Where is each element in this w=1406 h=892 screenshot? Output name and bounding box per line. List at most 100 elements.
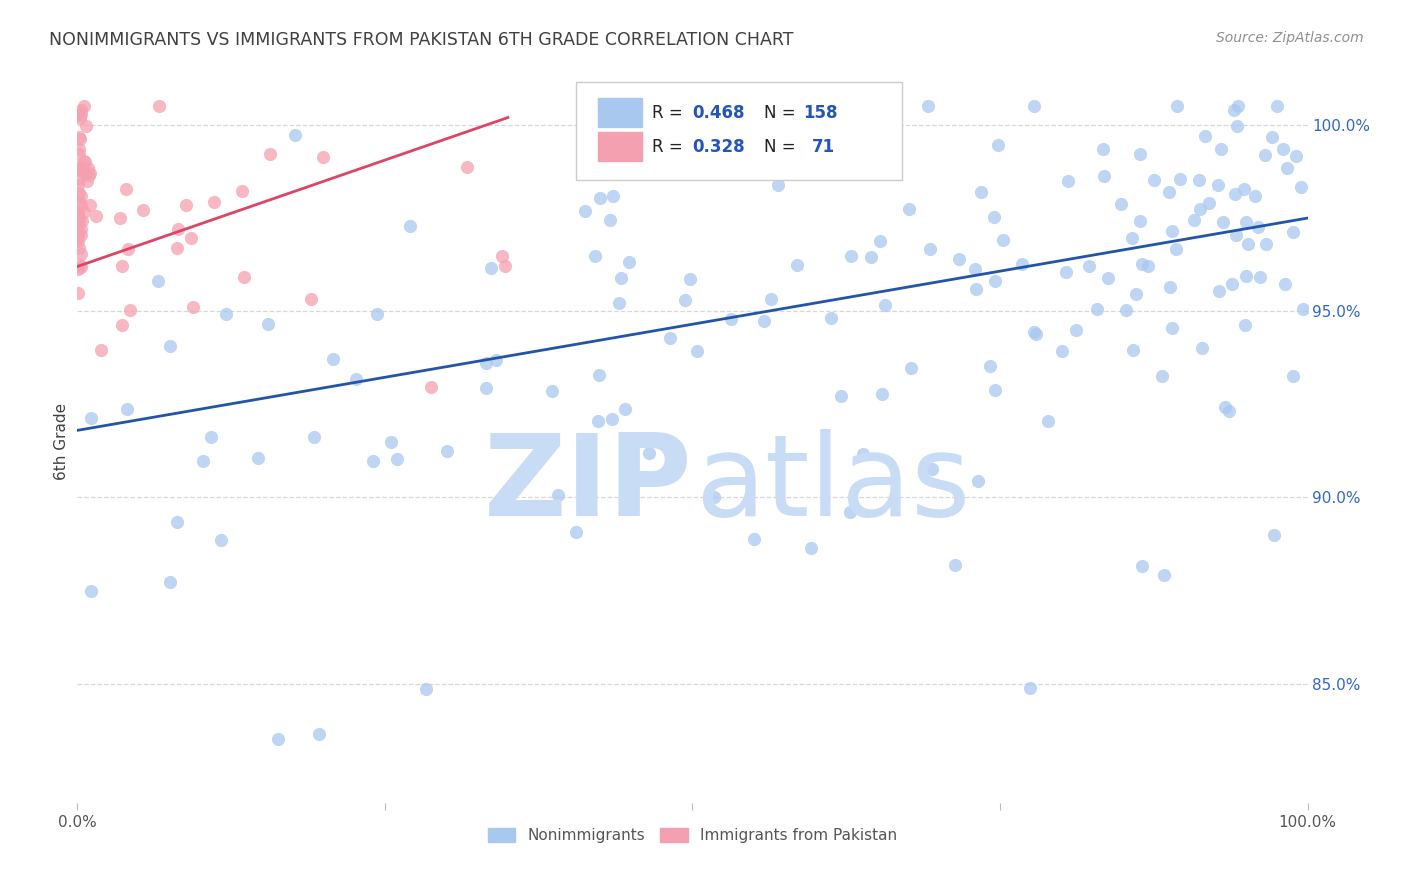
Point <box>1223 103 1246 118</box>
Point <box>267 732 290 747</box>
Point <box>1011 257 1033 271</box>
Point <box>984 275 1007 289</box>
Point <box>586 414 609 428</box>
Point <box>588 191 610 205</box>
Point <box>311 150 333 164</box>
Text: 71: 71 <box>811 137 835 156</box>
Point <box>1036 414 1059 428</box>
Point <box>637 446 659 460</box>
Point <box>1226 120 1249 134</box>
Point <box>67 146 90 161</box>
Point <box>1237 236 1260 251</box>
Point <box>839 505 862 519</box>
Point <box>1115 303 1137 318</box>
Point <box>67 208 90 222</box>
Point <box>118 302 141 317</box>
Point <box>1275 161 1298 175</box>
Point <box>69 222 91 236</box>
FancyBboxPatch shape <box>598 98 643 128</box>
Point <box>69 198 91 212</box>
Point <box>76 174 98 188</box>
Point <box>69 260 91 275</box>
Point <box>1018 681 1040 695</box>
Point <box>1024 99 1046 113</box>
Point <box>786 258 808 272</box>
Point <box>200 430 222 444</box>
Point <box>1212 214 1234 228</box>
Point <box>970 185 993 199</box>
Point <box>1285 149 1308 163</box>
Text: R =: R = <box>652 103 688 122</box>
Point <box>658 331 681 345</box>
Point <box>75 119 97 133</box>
Point <box>181 300 204 314</box>
Point <box>380 434 402 449</box>
Point <box>67 129 90 144</box>
Point <box>77 161 100 175</box>
Point <box>361 454 384 468</box>
Point <box>69 111 91 125</box>
Point <box>617 255 640 269</box>
Point <box>491 249 513 263</box>
Point <box>231 185 253 199</box>
Point <box>588 368 610 382</box>
Point <box>70 103 93 117</box>
Point <box>1153 567 1175 582</box>
Point <box>1256 236 1278 251</box>
Point <box>1057 174 1080 188</box>
Point <box>720 312 742 326</box>
Point <box>1227 99 1250 113</box>
Point <box>67 218 90 232</box>
Text: 0.328: 0.328 <box>693 137 745 156</box>
Point <box>898 202 921 217</box>
Point <box>607 296 630 310</box>
Point <box>1233 318 1256 332</box>
Point <box>943 558 966 572</box>
Point <box>1159 279 1181 293</box>
Point <box>166 515 188 529</box>
Point <box>66 162 89 177</box>
Point <box>1213 400 1236 414</box>
Point <box>67 195 90 210</box>
Point <box>1097 270 1119 285</box>
Y-axis label: 6th Grade: 6th Grade <box>53 403 69 480</box>
Point <box>69 240 91 254</box>
Text: 158: 158 <box>803 103 838 122</box>
Point <box>304 430 326 444</box>
Point <box>1091 142 1114 156</box>
Point <box>80 410 103 425</box>
Point <box>257 317 280 331</box>
Point <box>66 285 89 300</box>
Point <box>66 227 89 242</box>
Point <box>860 250 883 264</box>
Point <box>830 389 852 403</box>
Point <box>174 198 197 212</box>
Point <box>820 311 842 326</box>
Point <box>84 209 107 223</box>
Point <box>70 247 93 261</box>
Point <box>233 269 256 284</box>
Point <box>541 384 564 398</box>
Point <box>73 99 96 113</box>
Point <box>111 318 134 332</box>
Point <box>547 488 569 502</box>
Point <box>1022 326 1045 340</box>
Point <box>344 372 367 386</box>
Point <box>703 491 725 505</box>
Point <box>191 454 214 468</box>
Point <box>1161 321 1184 335</box>
Point <box>108 211 131 225</box>
Point <box>852 446 875 460</box>
Point <box>166 241 188 255</box>
Point <box>479 261 502 276</box>
Point <box>614 402 637 417</box>
Point <box>148 274 170 288</box>
Point <box>800 541 823 556</box>
Point <box>1234 214 1257 228</box>
Point <box>920 243 942 257</box>
Point <box>202 195 225 210</box>
Point <box>742 533 765 547</box>
Text: 0.468: 0.468 <box>693 103 745 122</box>
Point <box>494 259 516 273</box>
Point <box>673 293 696 307</box>
